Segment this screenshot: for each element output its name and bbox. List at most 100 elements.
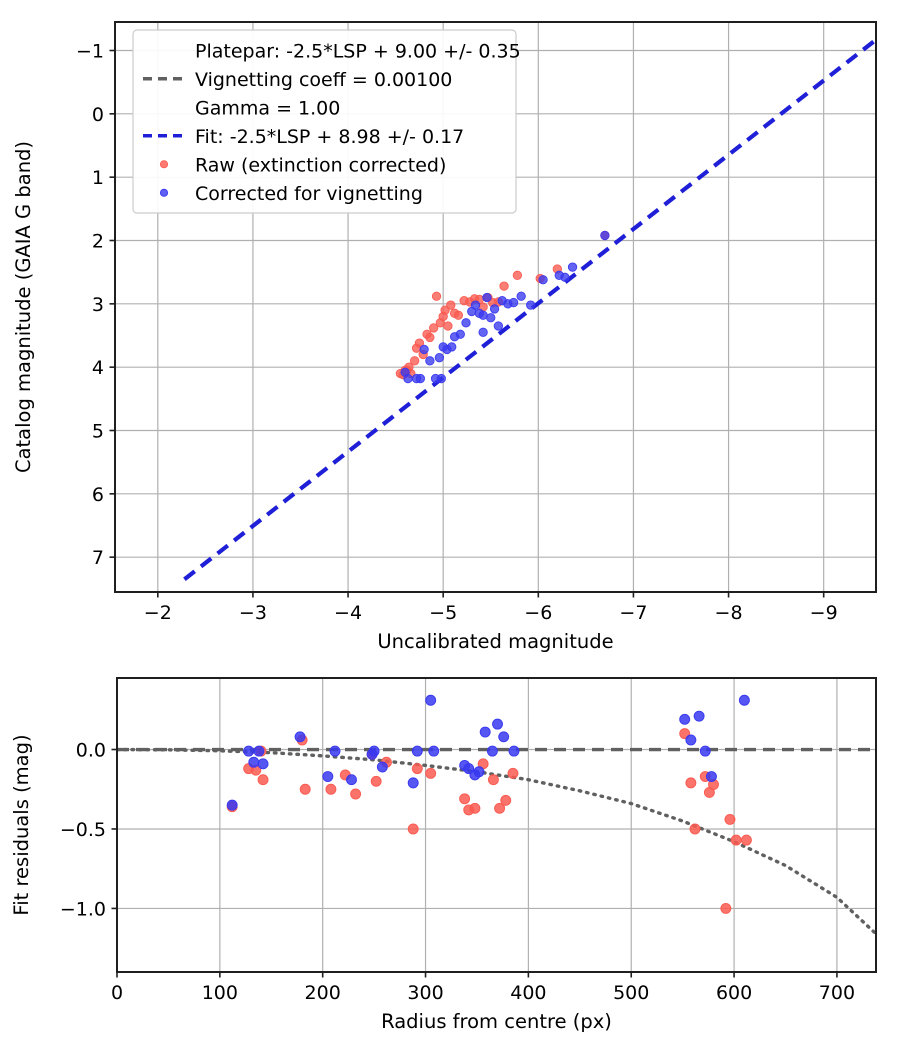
data-point (415, 373, 426, 384)
data-point (425, 332, 435, 343)
data-point (516, 291, 526, 301)
data-point (403, 373, 413, 384)
data-point (512, 270, 523, 280)
x-tick-label: −9 (810, 602, 838, 624)
y-axis-label: Catalog magnitude (GAIA G band) (12, 141, 35, 473)
y-tick-label: 5 (92, 421, 104, 443)
legend-entry[interactable]: Platepar: -2.5*LSP + 9.00 +/- 0.35 (195, 40, 521, 62)
data-point (479, 726, 491, 738)
data-point (329, 745, 341, 757)
data-point (699, 745, 711, 757)
data-point (257, 774, 269, 786)
data-point (425, 356, 435, 366)
axis-spines (114, 21, 877, 593)
x-tick-label: −6 (524, 602, 552, 624)
legend-dot-icon (159, 188, 169, 197)
x-tick-label: 200 (305, 982, 341, 1004)
data-point (685, 777, 697, 789)
data-point (705, 771, 717, 782)
data-point (459, 793, 471, 805)
data-point (346, 774, 357, 786)
data-point (257, 758, 269, 770)
x-axis-label: Radius from centre (px) (381, 1010, 612, 1033)
x-tick-label: −5 (429, 602, 457, 624)
data-point (425, 767, 437, 779)
data-point (499, 281, 509, 291)
data-point (508, 745, 520, 757)
data-point (507, 767, 519, 779)
data-point (368, 745, 380, 757)
data-point (453, 310, 464, 320)
x-tick-label: −2 (144, 602, 172, 624)
legend-dot-icon (159, 160, 169, 169)
data-point (322, 771, 334, 782)
data-point (461, 318, 471, 328)
data-point (443, 321, 453, 331)
legend-entry[interactable]: Vignetting coeff = 0.00100 (143, 69, 452, 91)
legend-entry[interactable]: Raw (extinction corrected) (159, 154, 446, 176)
data-point (431, 291, 442, 301)
y-tick-label: −1 (76, 41, 104, 63)
legend: Platepar: -2.5*LSP + 9.00 +/- 0.35 Vignet… (132, 29, 521, 214)
axis-ticks: −2 −3 −4 −5 −6 −7 −8 −9 −1 0 1 2 3 4 5 6 7 (76, 41, 838, 625)
data-point (685, 734, 697, 746)
scatter-series-corrected (400, 230, 610, 384)
data-point (436, 373, 446, 384)
data-point (500, 794, 512, 806)
legend-label: Vignetting coeff = 0.00100 (195, 69, 452, 91)
x-axis-label: Uncalibrated magnitude (377, 630, 613, 653)
x-tick-label: 600 (716, 982, 752, 1004)
legend-label: Gamma = 1.00 (195, 97, 340, 119)
legend-box (132, 29, 517, 214)
data-point (414, 338, 425, 348)
data-point (294, 731, 306, 743)
data-point (446, 300, 456, 310)
y-tick-label: −1.0 (60, 898, 106, 920)
data-point (482, 292, 492, 303)
y-tick-label: 3 (92, 294, 104, 316)
data-point (248, 756, 260, 768)
data-point (724, 813, 736, 825)
data-point (494, 802, 506, 814)
x-tick-label: −3 (239, 602, 267, 624)
data-point (407, 777, 419, 789)
data-point (478, 310, 488, 320)
data-point (492, 718, 503, 730)
data-point (325, 783, 337, 795)
data-point (486, 313, 496, 323)
scatter-series-corrected (226, 694, 750, 811)
data-point (299, 783, 311, 795)
y-tick-label: 1 (92, 167, 104, 189)
data-point (487, 774, 499, 786)
data-point (470, 300, 481, 310)
data-point (489, 304, 500, 314)
legend-entry[interactable]: Gamma = 1.00 (195, 97, 340, 119)
data-point (226, 799, 238, 811)
legend-entry[interactable]: Corrected for vignetting (159, 183, 423, 205)
data-point (526, 300, 536, 310)
fit-residuals-plot: 0 100 200 300 400 500 600 700 0.0 −0.5 −1.0 Radius … (0, 655, 900, 1050)
legend-entry[interactable]: Fit: -2.5*LSP + 8.98 +/- 0.17 (143, 126, 464, 148)
data-point (243, 745, 255, 757)
data-point (498, 731, 510, 743)
x-tick-label: −7 (619, 602, 647, 624)
data-point (411, 745, 423, 757)
y-tick-label: 6 (92, 484, 104, 506)
magnitude-fit-svg: −2 −3 −4 −5 −6 −7 −8 −9 −1 0 1 2 3 4 5 6 7 Uncalibrated m… (12, 21, 877, 653)
data-point (429, 323, 439, 333)
data-point (411, 763, 423, 775)
data-point (538, 275, 548, 285)
data-point (440, 305, 450, 315)
data-point (730, 834, 742, 846)
data-point (508, 297, 519, 308)
data-point (740, 834, 752, 846)
legend-label: Corrected for vignetting (195, 183, 423, 205)
data-point (693, 710, 705, 722)
data-point (567, 262, 578, 272)
data-point (428, 745, 440, 757)
legend-label: Fit: -2.5*LSP + 8.98 +/- 0.17 (195, 126, 464, 148)
data-point (253, 745, 265, 757)
data-point (376, 761, 388, 773)
fit-residuals-svg: 0 100 200 300 400 500 600 700 0.0 −0.5 −1.0 Radius … (10, 677, 877, 1033)
